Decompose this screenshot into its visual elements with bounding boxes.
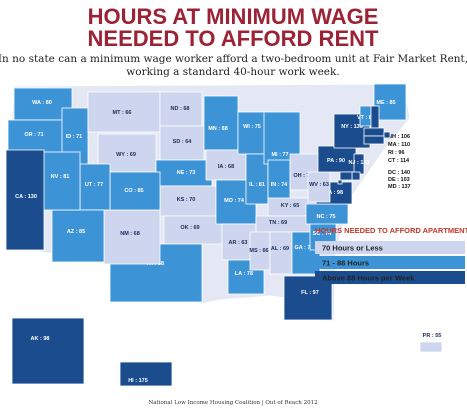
state-label: CA : 130 <box>15 194 37 200</box>
state-label: OH : 70 <box>293 173 312 179</box>
state-shape <box>5 149 45 251</box>
state-label: MN : 88 <box>208 126 228 132</box>
state-label: IA : 68 <box>218 164 234 170</box>
state-shape <box>205 149 247 181</box>
state-shape <box>363 127 385 137</box>
state-shape <box>119 361 173 387</box>
state-label: MI : 77 <box>271 152 288 158</box>
state-shape <box>79 163 111 211</box>
state-label: GA : 79 <box>294 245 313 251</box>
state-label: WI : 75 <box>243 124 261 130</box>
state-label: OK : 69 <box>180 225 199 231</box>
state-shape <box>159 185 217 217</box>
state-label: NV : 81 <box>51 174 70 180</box>
legend-label: 71 - 88 Hours <box>322 259 369 268</box>
state-shape <box>337 179 343 185</box>
state-label: NY : 136 <box>341 124 363 130</box>
state-label: AL : 69 <box>271 246 289 252</box>
state-label: NC : 75 <box>317 214 336 220</box>
state-label: SC : 74 <box>313 231 333 237</box>
state-label: PR : 55 <box>423 333 442 339</box>
state-label: AK : 98 <box>31 336 50 342</box>
state-shape <box>267 159 291 201</box>
state-shape <box>351 171 361 181</box>
state-label: NH : 106 <box>388 134 410 140</box>
state-label: TN : 69 <box>269 220 287 226</box>
state-label: IL : 81 <box>249 182 265 188</box>
state-shape <box>51 209 105 263</box>
state-shape <box>159 91 203 127</box>
state-label: AZ : 85 <box>67 229 85 235</box>
state-label: HI : 175 <box>128 378 148 384</box>
state-label: WV : 63 <box>309 182 329 188</box>
state-shape <box>203 95 239 151</box>
subtitle-line: In no state can a minimum wage worker af… <box>0 53 467 65</box>
state-label: VT : 85 <box>357 115 375 121</box>
title-line: NEEDED TO AFFORD RENT <box>88 26 379 51</box>
legend: 70 Hours or Less 71 - 88 Hours Above 88 Ho… <box>315 241 465 284</box>
state-label: WA : 80 <box>32 100 52 106</box>
state-shape <box>103 209 161 265</box>
state-shape <box>109 171 161 211</box>
state-shape <box>419 341 443 353</box>
legend-title: HOURS NEEDED TO AFFORD APARTMENT <box>315 226 467 235</box>
legend-swatch <box>315 256 465 269</box>
state-label: MD : 137 <box>388 184 411 190</box>
state-label: ME : 85 <box>376 100 395 106</box>
state-label: ID : 71 <box>66 134 83 140</box>
state-shape <box>363 135 385 145</box>
state-shape <box>39 151 81 211</box>
state-shape <box>11 317 85 385</box>
state-label: FL : 97 <box>301 290 319 296</box>
state-label: PA : 90 <box>327 158 345 164</box>
state-label: WY : 69 <box>116 152 136 158</box>
legend-label: 70 Hours or Less <box>322 244 383 253</box>
state-label: MA : 110 <box>388 142 410 148</box>
state-label: NE : 73 <box>177 170 196 176</box>
states: WA : 80 OR : 71 ID : 71 MT : 66 ND : 68 SD : … <box>5 83 443 387</box>
state-label: DC : 140 <box>388 170 410 176</box>
state-label: MS : 66 <box>249 248 268 254</box>
state-shape <box>383 131 391 139</box>
state-label: LA : 78 <box>235 271 253 277</box>
subtitle-line: working a standard 40-hour work week. <box>126 66 339 78</box>
title-line: HOURS AT MINIMUM WAGE <box>88 4 379 29</box>
state-label: SD : 64 <box>173 139 193 145</box>
state-shape <box>370 105 380 129</box>
state-label: MT : 66 <box>113 110 132 116</box>
state-shape <box>339 171 353 181</box>
state-label: UT : 77 <box>85 182 103 188</box>
source: National Low Income Housing Coalition | … <box>148 400 317 406</box>
state-label: NM : 68 <box>120 231 140 237</box>
state-label: MO : 74 <box>224 198 245 204</box>
state-label: RI : 96 <box>388 150 405 156</box>
state-label: CO : 85 <box>124 188 143 194</box>
legend-label: Above 88 Hours per Week <box>322 274 415 283</box>
legend-swatch <box>315 241 465 254</box>
state-label: AR : 63 <box>229 240 248 246</box>
legend-swatch <box>315 271 465 284</box>
state-label: OR : 71 <box>24 132 43 138</box>
state-label: ND : 68 <box>171 106 190 112</box>
state-label: VA : 98 <box>325 190 343 196</box>
state-label: IN : 74 <box>271 182 288 188</box>
state-label: CT : 114 <box>388 158 410 164</box>
state-shape <box>269 231 293 275</box>
state-label: DE : 103 <box>388 177 410 183</box>
state-label: NJ : 133 <box>348 160 369 166</box>
state-label: KS : 70 <box>177 197 196 203</box>
state-label: KY : 65 <box>281 203 300 209</box>
state-shape <box>237 111 267 155</box>
state-shape <box>163 215 223 245</box>
